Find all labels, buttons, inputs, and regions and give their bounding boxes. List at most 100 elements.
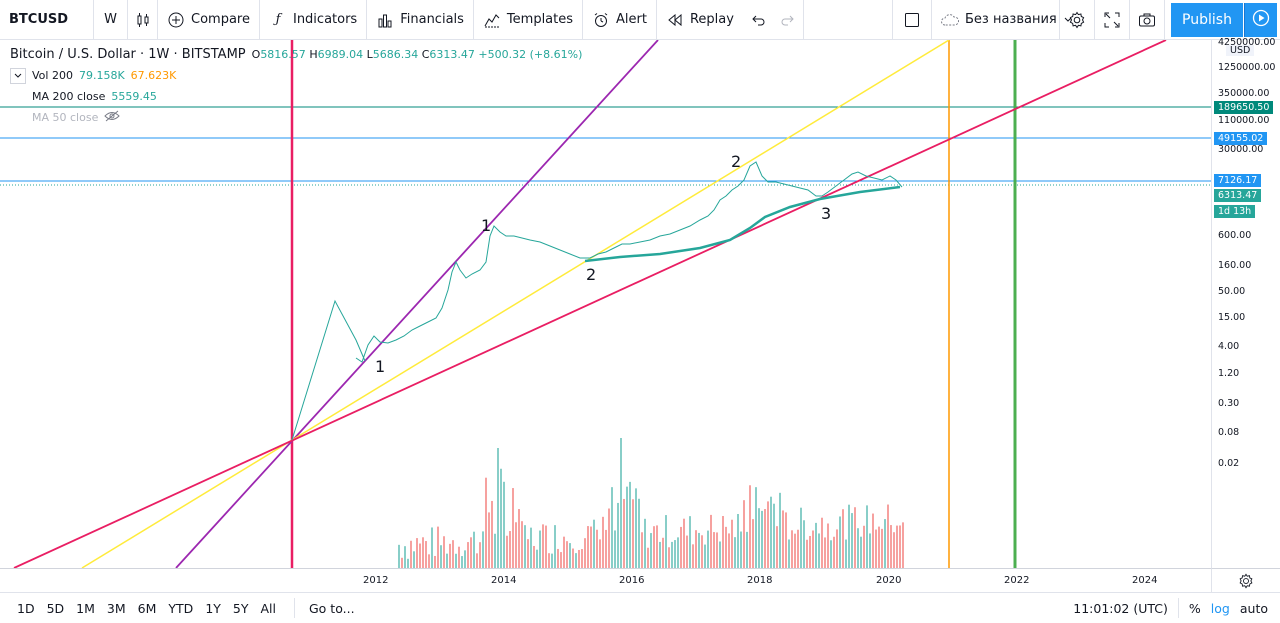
indicators-button[interactable]: ƒ Indicators <box>260 0 368 40</box>
volume-bar <box>734 537 736 568</box>
volume-bar <box>434 555 436 568</box>
goto-button[interactable]: Go to... <box>309 600 355 616</box>
volume-value-1: 79.158K <box>78 69 125 82</box>
symbol-search[interactable]: BTCUSD <box>0 0 94 40</box>
volume-bar <box>431 527 433 568</box>
series-title[interactable]: Bitcoin / U.S. Dollar · 1W · BITSTAMP <box>10 47 246 62</box>
replay-button[interactable]: Replay <box>657 0 743 40</box>
volume-bar <box>659 541 661 568</box>
volume-bar <box>725 526 727 568</box>
wave-label-3: 3 <box>821 204 831 223</box>
volume-bar <box>812 530 814 568</box>
top-toolbar: BTCUSD W Compare ƒ Indicators Financials… <box>0 0 1280 40</box>
legend-ma200-row[interactable]: MA 200 close 5559.45 <box>10 86 582 107</box>
undo-button[interactable] <box>743 0 773 40</box>
volume-bar <box>785 512 787 568</box>
volume-bar <box>611 487 613 568</box>
financials-button[interactable]: Financials <box>367 0 474 40</box>
volume-bar <box>461 556 463 568</box>
range-5y-button[interactable]: 5Y <box>232 600 249 616</box>
percent-toggle[interactable]: % <box>1188 600 1201 616</box>
fullscreen-select-button[interactable] <box>892 0 932 40</box>
range-5d-button[interactable]: 5D <box>46 600 65 616</box>
auto-toggle[interactable]: auto <box>1239 600 1268 616</box>
volume-bar <box>749 485 751 568</box>
volume-bar <box>485 477 487 568</box>
volume-bar <box>542 524 544 568</box>
chart-type-button[interactable] <box>128 0 158 40</box>
financials-label: Financials <box>400 12 464 27</box>
ma200-value: 5559.45 <box>111 90 157 103</box>
range-3m-button[interactable]: 3M <box>106 600 126 616</box>
legend-volume-row[interactable]: Vol 200 79.158K 67.623K <box>10 65 582 86</box>
time-axis[interactable]: 2012 2014 2016 2018 2020 2022 2024 <box>0 568 1211 592</box>
gear-icon <box>1239 573 1253 588</box>
range-6m-button[interactable]: 6M <box>137 600 157 616</box>
snapshot-button[interactable] <box>1130 0 1165 40</box>
price-axis[interactable]: 4250000.00 USD 1250000.00 350000.00 1896… <box>1211 37 1280 568</box>
compare-label: Compare <box>191 12 250 27</box>
price-tick: 160.00 <box>1218 260 1252 271</box>
volume-bar <box>602 516 604 568</box>
layout-name-button[interactable]: Без названия <box>932 0 1072 40</box>
chevron-down-icon <box>14 73 22 78</box>
settings-button[interactable] <box>1060 0 1095 40</box>
hidden-eye-icon[interactable] <box>104 110 121 125</box>
compare-button[interactable]: Compare <box>158 0 260 40</box>
price-tick: 30000.00 <box>1218 144 1264 155</box>
log-toggle[interactable]: log <box>1210 600 1230 616</box>
alarm-clock-icon <box>592 11 610 29</box>
volume-bar <box>440 545 442 568</box>
range-1y-button[interactable]: 1Y <box>205 600 221 616</box>
fullscreen-button[interactable] <box>1095 0 1130 40</box>
volume-bar <box>476 553 478 568</box>
volume-bar <box>809 535 811 568</box>
trendline-yellow[interactable] <box>81 40 950 568</box>
volume-bar <box>479 542 481 568</box>
trendline-purple[interactable] <box>175 40 659 568</box>
volume-bar <box>404 546 406 568</box>
zigzag-line[interactable] <box>291 299 366 441</box>
volume-bar <box>578 549 580 568</box>
range-ytd-button[interactable]: YTD <box>168 600 194 616</box>
price-tick: 0.08 <box>1218 427 1240 438</box>
volume-bar <box>554 525 556 568</box>
templates-button[interactable]: Templates <box>474 0 584 40</box>
volume-bar <box>851 513 853 568</box>
legend-ma50-row[interactable]: MA 50 close <box>10 107 582 128</box>
volume-bar <box>704 544 706 568</box>
change-value: +500.32 (+8.61%) <box>478 48 583 61</box>
bar-chart-icon <box>376 11 394 29</box>
collapse-legend-button[interactable] <box>10 67 26 84</box>
volume-bar <box>458 546 460 568</box>
interval-button[interactable]: W <box>94 0 128 40</box>
alert-button[interactable]: Alert <box>583 0 657 40</box>
legend-main-row: Bitcoin / U.S. Dollar · 1W · BITSTAMP O 5… <box>10 44 582 65</box>
volume-bar <box>449 543 451 568</box>
utc-clock[interactable]: 11:01:02 (UTC) <box>1073 600 1168 616</box>
publish-menu-button[interactable] <box>1244 3 1277 37</box>
currency-label[interactable]: USD <box>1226 45 1255 56</box>
range-1m-button[interactable]: 1M <box>76 600 95 616</box>
range-1d-button[interactable]: 1D <box>17 600 35 616</box>
volume-bar <box>878 526 880 568</box>
price-badge-49155: 49155.02 <box>1214 132 1268 145</box>
chart-pane[interactable]: 1 1 2 2 3 <box>0 40 1211 568</box>
range-all-button[interactable]: All <box>260 600 277 616</box>
trendline-magenta[interactable] <box>13 40 1167 568</box>
countdown-badge: 1d 13h <box>1214 205 1256 218</box>
volume-bar <box>788 539 790 568</box>
volume-bar <box>674 540 676 568</box>
redo-button[interactable] <box>773 0 804 40</box>
volume-bar <box>797 529 799 568</box>
low-value: 5686.34 <box>372 48 419 61</box>
time-label: 2018 <box>747 575 773 586</box>
axis-settings-button[interactable] <box>1211 568 1280 592</box>
publish-button[interactable]: Publish <box>1171 3 1243 37</box>
chart-canvas[interactable]: 1 1 2 2 3 <box>0 40 1211 568</box>
volume-bar <box>836 529 838 568</box>
open-label: O <box>251 48 261 61</box>
volume-bar <box>521 521 523 568</box>
volume-bar <box>860 536 862 568</box>
volume-bar <box>827 523 829 568</box>
